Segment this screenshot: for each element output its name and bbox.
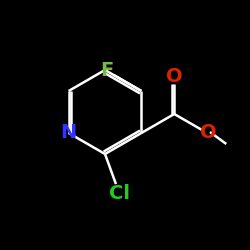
Text: O: O bbox=[200, 122, 216, 142]
Text: Cl: Cl bbox=[109, 184, 130, 203]
Text: N: N bbox=[60, 124, 77, 142]
Text: O: O bbox=[166, 66, 182, 86]
Text: F: F bbox=[100, 62, 113, 80]
